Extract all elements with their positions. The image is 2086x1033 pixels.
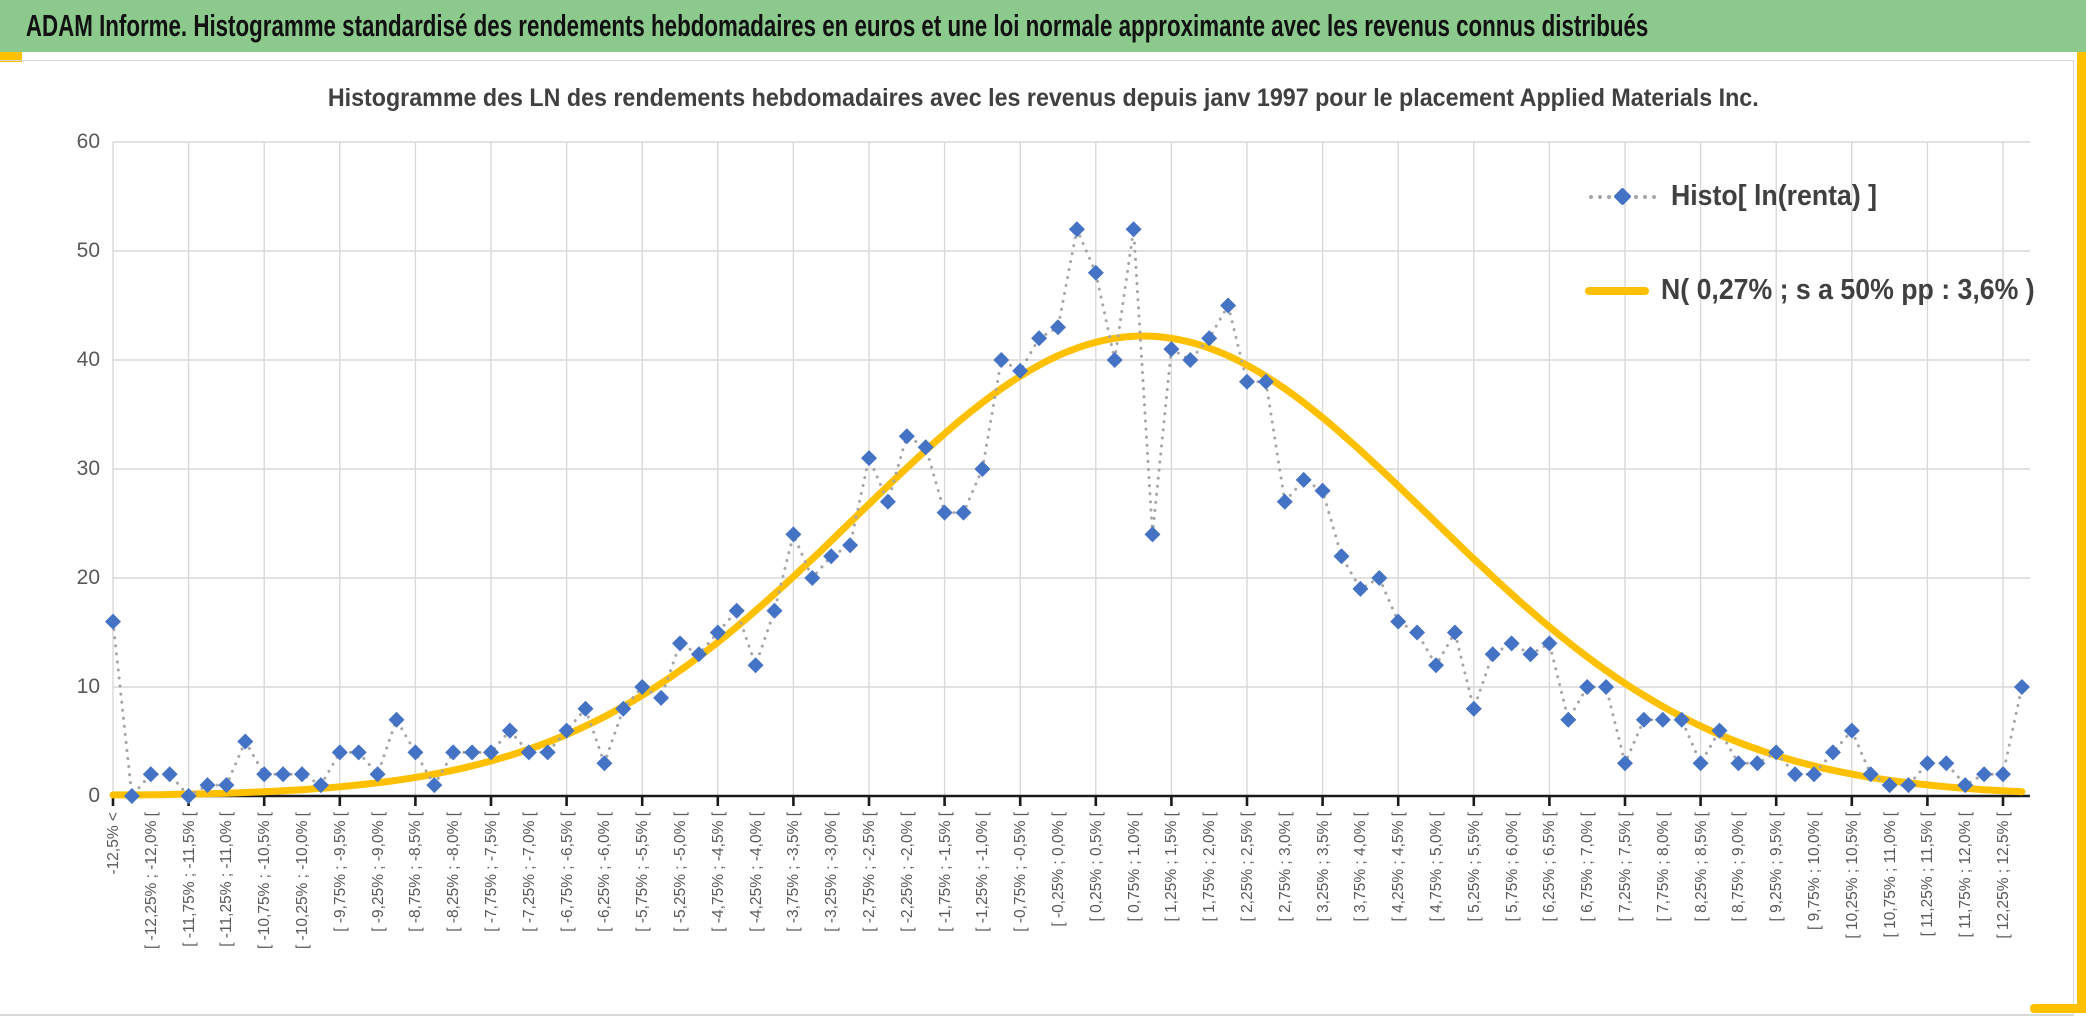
x-tick-label: [ -7,25% ; -7,0% [ [520,812,538,932]
x-tick-label: -12,5% < [105,812,122,875]
x-tick-label: [ 8,75% ; 9,0% [ [1730,812,1748,922]
x-tick-label: [ 1,75% ; 2,0% [ [1201,812,1219,922]
y-tick-label: 50 [76,239,100,262]
x-tick-label: [ -10,25% ; -10,0% [ [294,812,311,949]
x-tick-label: [ 1,25% ; 1,5% [ [1163,812,1181,922]
x-tick-label: [ 3,25% ; 3,5% [ [1314,812,1332,922]
x-tick-label: [ 5,25% ; 5,5% [ [1465,812,1483,922]
blue-diamond-dotted-marker-icon [1585,187,1659,206]
x-tick-label: [ -3,25% ; -3,0% [ [823,812,841,932]
gold-accent-tab [0,52,22,62]
legend-label-normal-curve: N( 0,27% ; s a 50% pp : 3,6% ) [1661,274,2035,306]
x-tick-label: [ -2,75% ; -2,5% [ [861,812,878,932]
x-tick-label: [ 9,25% ; 9,5% [ [1768,812,1786,922]
x-tick-label: [ -8,75% ; -8,5% [ [407,812,425,932]
x-tick-label: [ 9,75% ; 10,0% [ [1806,812,1823,931]
x-tick-label: [ -9,75% ; -9,5% [ [331,812,349,932]
x-tick-label: [ -0,75% ; -0,5% [ [1012,812,1030,932]
x-tick-label: [ 2,75% ; 3,0% [ [1276,812,1294,922]
legend-item-normal-curve[interactable]: N( 0,27% ; s a 50% pp : 3,6% ) [1585,274,2067,307]
x-tick-label: [ 11,25% ; 11,5% [ [1919,812,1937,937]
x-tick-label: [ -4,25% ; -4,0% [ [747,812,765,932]
x-tick-label: [ 0,75% ; 1,0% [ [1125,812,1143,922]
x-tick-label: [ 4,25% ; 4,5% [ [1390,812,1408,922]
x-tick-label: [ -8,25% ; -8,0% [ [445,812,463,932]
x-tick-label: [ -0,25% ; 0,0% [ [1050,812,1067,927]
x-tick-label: [ 11,75% ; 12,0% [ [1957,812,1975,938]
x-tick-label: [ 7,75% ; 8,0% [ [1654,812,1672,922]
yellow-line-marker-icon [1585,286,1649,295]
x-tick-label: [ 0,25% ; 0,5% [ [1087,812,1105,922]
x-tick-label: [ 2,25% ; 2,5% [ [1239,812,1256,922]
x-tick-label: [ -6,75% ; -6,5% [ [558,812,576,932]
x-tick-label: [ 3,75% ; 4,0% [ [1352,812,1370,922]
x-tick-label: [ -11,75% ; -11,5% [ [180,812,198,947]
x-tick-label: [ -5,25% ; -5,0% [ [672,812,689,932]
x-tick-label: [ 4,75% ; 5,0% [ [1428,812,1445,922]
legend-label-histogram: Histo[ ln(renta) ] [1671,180,1878,212]
gold-accent-right-border [2077,52,2086,1012]
x-tick-label: [ -9,25% ; -9,0% [ [369,812,387,932]
x-tick-label: [ -2,25% ; -2,0% [ [898,812,916,932]
x-tick-label: [ 7,25% ; 7,5% [ [1617,812,1634,922]
y-tick-label: 60 [76,130,100,153]
x-tick-label: [ -1,25% ; -1,0% [ [974,812,992,932]
gold-accent-bottom-corner [2030,1004,2086,1013]
x-tick-label: [ 6,75% ; 7,0% [ [1579,812,1597,922]
x-tick-label: [ -10,75% ; -10,5% [ [256,812,274,949]
x-tick-label: [ 6,25% ; 6,5% [ [1541,812,1559,922]
x-tick-label: [ -1,75% ; -1,5% [ [936,812,954,932]
chart-frame [0,60,2074,1016]
x-tick-label: [ 8,25% ; 8,5% [ [1692,812,1710,922]
x-tick-label: [ -4,75% ; -4,5% [ [709,812,727,932]
x-tick-label: [ -7,75% ; -7,5% [ [483,812,500,932]
y-tick-label: 0 [88,784,100,807]
x-tick-label: [ 10,75% ; 11,0% [ [1881,812,1899,938]
x-tick-label: [ -12,25% ; -12,0% [ [142,812,160,949]
x-tick-label: [ -3,75% ; -3,5% [ [785,812,803,932]
banner-title: ADAM Informe. Histogramme standardisé de… [25,8,1649,43]
x-tick-label: [ -11,25% ; -11,0% [ [218,812,236,947]
x-tick-label: [ -6,25% ; -6,0% [ [596,812,614,932]
x-tick-label: [ 10,25% ; 10,5% [ [1843,812,1861,939]
x-tick-label: [ 12,25% ; 12,5% [ [1995,812,2012,939]
y-tick-label: 30 [76,457,100,480]
chart-title: Histogramme des LN des rendements hebdom… [327,84,1759,112]
y-tick-label: 10 [76,675,100,698]
banner: ADAM Informe. Histogramme standardisé de… [0,0,2086,52]
x-tick-label: [ -5,75% ; -5,5% [ [634,812,652,932]
y-tick-label: 20 [76,566,100,589]
y-tick-label: 40 [76,348,100,371]
x-tick-label: [ 5,75% ; 6,0% [ [1503,812,1521,922]
legend-item-histogram[interactable]: Histo[ ln(renta) ] [1585,180,1895,213]
